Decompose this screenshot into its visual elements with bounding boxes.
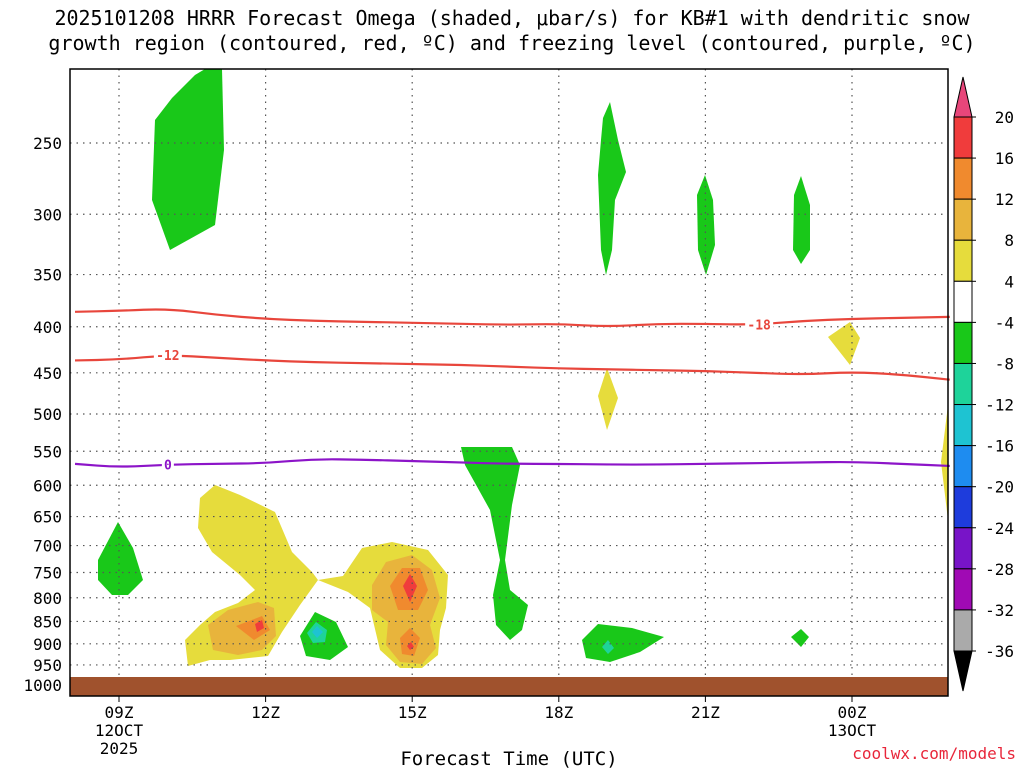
gridlines [70,69,948,696]
omega-region-yellow [941,405,948,520]
temperature-contours: -18 -12 0 [74,308,950,474]
colorbar-swatch [953,239,973,282]
chart-title-line-1: 2025101208 HRRR Forecast Omega (shaded, … [54,6,970,30]
colorbar-label: -36 [985,642,1014,661]
y-tick-label: 400 [33,318,62,337]
contour-label-bg [745,317,774,332]
x-tick-label: 00Z [838,703,867,722]
omega-core-red [403,574,417,602]
terrain-below-ground [70,677,948,696]
omega-core-cyan [312,626,323,638]
colorbar-swatch [953,445,973,488]
colorbar-label: -24 [985,519,1014,538]
colorbar-label: -20 [985,478,1014,497]
x-tick-date: 12OCT [95,721,144,740]
y-tick-label: 250 [33,134,62,153]
omega-region-green [598,102,626,275]
contour-label-bg [161,457,174,472]
colorbar-label: -4 [995,313,1014,332]
colorbar-bottom-arrow [953,650,973,692]
colorbar-swatch [953,527,973,570]
credit-text: coolwx.com/models [852,744,1016,763]
y-tick-label: 700 [33,537,62,556]
y-tick-label: 550 [33,442,62,461]
y-tick-label: 600 [33,476,62,495]
x-tick-label: 09Z [105,703,134,722]
chart-title-line-2: growth region (contoured, red, ºC) and f… [48,31,976,55]
terrain-band [70,677,948,696]
y-tick-label: 750 [33,564,62,583]
x-tick-year: 2025 [100,739,139,758]
colorbar-top-arrow [953,76,973,118]
omega-region-green [582,624,664,662]
colorbar-label: 4 [1004,272,1014,291]
contour-label: 0 [164,459,172,474]
colorbar-label: -8 [995,354,1014,373]
omega-region-yellow [598,368,618,430]
colorbar-swatch [953,157,973,200]
colorbar-label: 12 [995,190,1014,209]
contour-line-minus18 [74,308,950,328]
colorbar-label: 8 [1004,231,1014,250]
contour-line-minus12 [74,354,950,381]
x-tick-label: 12Z [251,703,280,722]
x-tick-label: 15Z [398,703,427,722]
colorbar-swatch [953,609,973,652]
colorbar-label: -12 [985,396,1014,415]
plot-frame [69,68,949,697]
x-tick-date: 13OCT [828,721,877,740]
y-tick-label: 300 [33,205,62,224]
colorbar-label: -16 [985,437,1014,456]
colorbar-swatch [953,568,973,611]
y-tick-label: 350 [33,266,62,285]
colorbar-swatch [953,486,973,529]
omega-region-yellow [828,322,860,365]
colorbar-swatch [953,404,973,447]
colorbar-swatch [953,280,973,323]
omega-region-green [98,522,143,595]
colorbar-swatch [953,362,973,406]
y-tick-label: 950 [33,656,62,675]
omega-core-teal [602,640,614,654]
omega-region-green [791,629,809,647]
contour-label-bg [153,348,182,363]
y-tick-label: 500 [33,405,62,424]
y-tick-label: 900 [33,635,62,654]
colorbar-swatch [953,198,973,241]
colorbar-label: -32 [985,601,1014,620]
y-tick-label: 1000 [23,676,62,695]
contour-line-0 [74,458,950,468]
colorbar-swatch [953,321,973,364]
contour-label: -12 [156,349,179,364]
omega-core-red [255,620,264,632]
x-tick-label: 18Z [544,703,573,722]
y-tick-label: 650 [33,508,62,527]
y-tick-label: 450 [33,364,62,383]
omega-region-green [461,447,528,640]
colorbar-label: -28 [985,560,1014,579]
colorbar-label: 16 [995,149,1014,168]
omega-region-green [793,176,810,264]
omega-region-orange [400,628,420,656]
y-axis-pressure: 250 300 350 400 450 500 550 600 650 700 750 800 850 9… [23,134,62,695]
colorbar-label: 20 [995,108,1014,127]
colorbar: 20 16 12 8 4 -4 -8 -12 -16 -20 -24 -28 -32 -36 [953,76,1014,692]
contour-label: -18 [747,318,771,333]
y-tick-label: 800 [33,589,62,608]
colorbar-swatch [953,116,973,159]
omega-region-green [152,69,224,250]
y-tick-label: 850 [33,612,62,631]
omega-shading [98,69,948,668]
x-tick-label: 21Z [691,703,720,722]
x-axis-label: Forecast Time (UTC) [400,748,617,768]
